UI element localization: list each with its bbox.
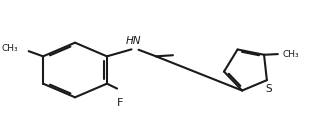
Text: CH₃: CH₃ xyxy=(283,50,299,59)
Text: F: F xyxy=(117,98,123,108)
Text: CH₃: CH₃ xyxy=(2,44,19,53)
Text: HN: HN xyxy=(125,36,141,46)
Text: S: S xyxy=(265,84,272,94)
